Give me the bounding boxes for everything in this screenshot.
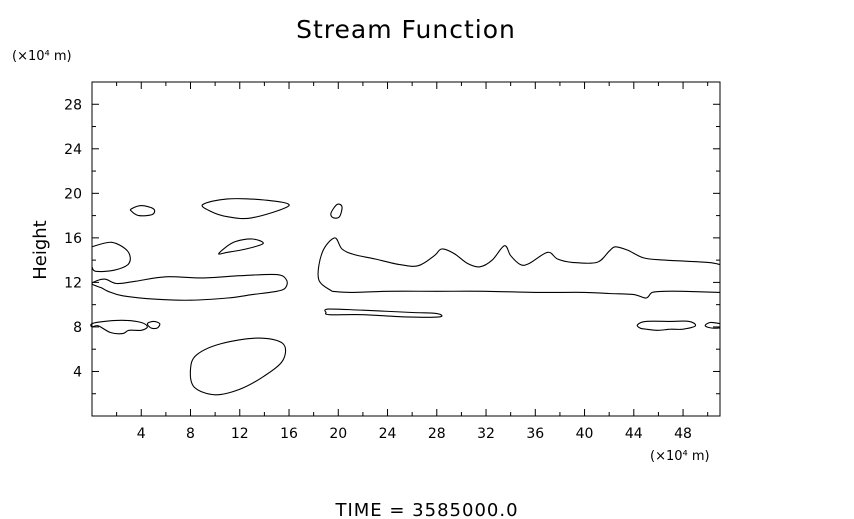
x-tick-label: 16 xyxy=(280,426,298,442)
x-unit-label: (×10⁴ m) xyxy=(650,449,710,464)
contour-main-right-lower xyxy=(332,290,721,299)
y-tick-label: 16 xyxy=(64,231,82,247)
x-tick-label: 40 xyxy=(576,426,594,442)
x-tick-label: 48 xyxy=(674,426,692,442)
x-tick-label: 28 xyxy=(428,426,446,442)
y-tick-label: 4 xyxy=(73,364,82,380)
contour-upper-left-lobe xyxy=(91,241,131,273)
contour-small-blob-4-18 xyxy=(129,205,156,217)
x-tick-label: 8 xyxy=(186,426,195,442)
x-tick-label: 36 xyxy=(526,426,544,442)
x-tick-label: 20 xyxy=(329,426,347,442)
y-tick-label: 8 xyxy=(73,320,82,336)
time-readout: TIME = 3585000.0 xyxy=(334,500,518,519)
contour-small-blob-20-19 xyxy=(330,203,343,219)
contour-blob-11-19 xyxy=(201,198,290,220)
contour-blob-12-15 xyxy=(218,238,264,255)
contour-lines xyxy=(90,198,721,396)
y-tick-label: 24 xyxy=(64,142,82,158)
contour-small-5-8 xyxy=(146,320,161,330)
contour-left-band xyxy=(91,273,288,301)
y-unit-label: (×10⁴ m) xyxy=(12,49,72,64)
contour-left-8-blob xyxy=(90,319,148,335)
contour-edge-8 xyxy=(704,321,721,329)
chart-title: Stream Function xyxy=(296,15,516,44)
x-tick-label: 32 xyxy=(477,426,495,442)
plot-frame xyxy=(91,81,721,417)
y-tick-label: 28 xyxy=(64,97,82,113)
contour-right-8-blob xyxy=(636,320,697,331)
x-tick-label: 44 xyxy=(625,426,643,442)
contour-ellipse-4 xyxy=(189,337,287,396)
x-tick-label: 4 xyxy=(137,426,146,442)
contour-main-right-upper xyxy=(317,237,721,292)
x-tick-label: 24 xyxy=(379,426,397,442)
y-tick-label: 20 xyxy=(64,186,82,202)
x-tick-label: 12 xyxy=(231,426,249,442)
y-axis-label: Height xyxy=(30,220,51,280)
contour-thin-20-9 xyxy=(324,308,443,318)
y-tick-label: 12 xyxy=(64,275,82,291)
